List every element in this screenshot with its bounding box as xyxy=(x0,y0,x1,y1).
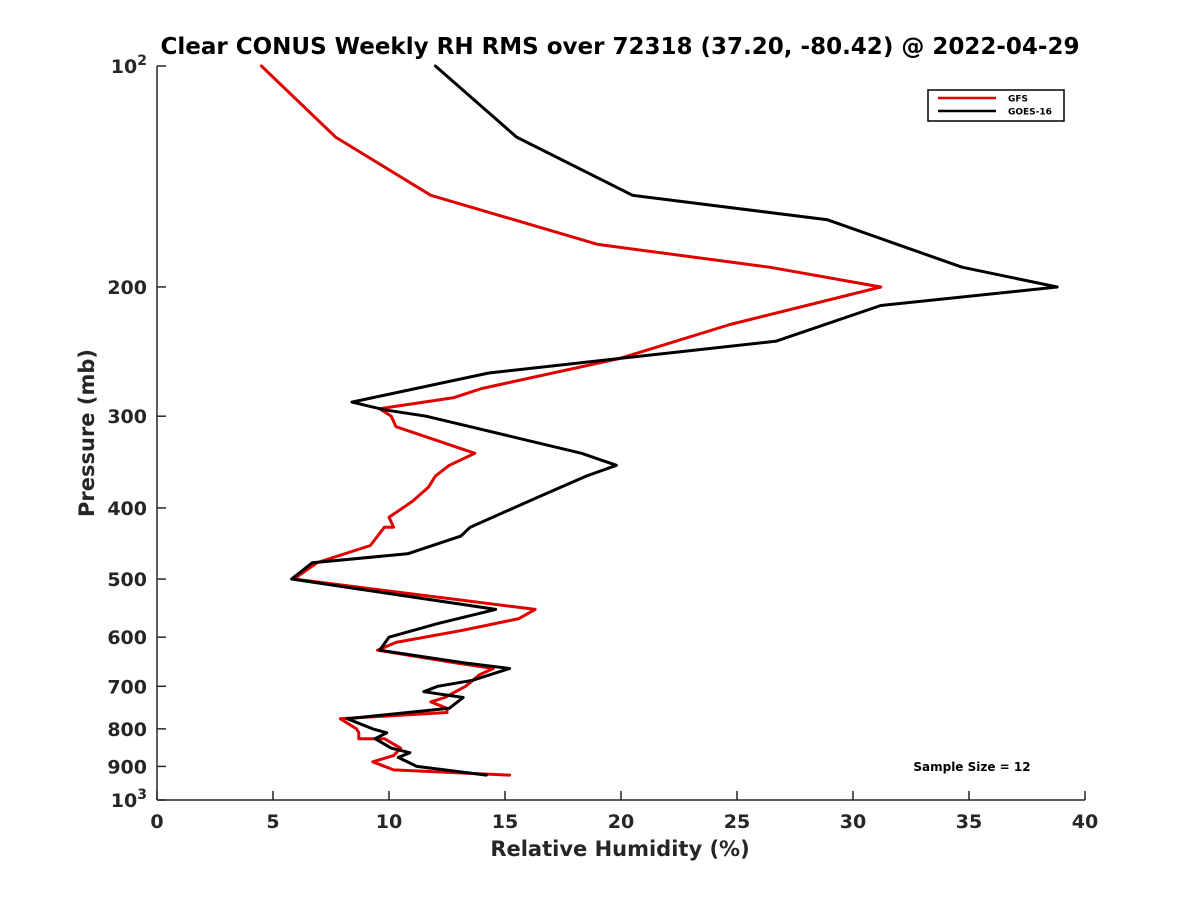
series-line-goes-16 xyxy=(290,64,1059,777)
series-layer xyxy=(259,64,1059,777)
x-tick-label: 25 xyxy=(724,811,750,833)
x-tick-label: 10 xyxy=(376,811,402,833)
x-tick-label: 40 xyxy=(1072,811,1098,833)
x-tick-label: 0 xyxy=(150,811,163,833)
y-tick-label: 700 xyxy=(107,676,147,698)
x-tick-label: 35 xyxy=(956,811,982,833)
y-axis-title: Pressure (mb) xyxy=(75,349,99,517)
y-tick-label: 900 xyxy=(107,756,147,778)
sample-size-annotation: Sample Size = 12 xyxy=(913,760,1030,774)
y-tick-label: 500 xyxy=(107,569,147,591)
x-axis-title: Relative Humidity (%) xyxy=(490,837,749,861)
y-tick-label: 200 xyxy=(107,277,147,299)
x-tick-label: 15 xyxy=(492,811,518,833)
series-line-gfs xyxy=(259,64,883,777)
y-tick-label: 103 xyxy=(111,787,147,812)
y-tick-label: 102 xyxy=(111,53,147,78)
chart-title: Clear CONUS Weekly RH RMS over 72318 (37… xyxy=(161,34,1080,60)
x-tick-label: 5 xyxy=(266,811,279,833)
legend-box xyxy=(927,89,1065,122)
plot-frame xyxy=(156,66,1085,801)
y-tick-label: 800 xyxy=(107,719,147,741)
legend: GFS GOES-16 xyxy=(927,89,1065,122)
x-tick-label: 20 xyxy=(608,811,634,833)
y-tick-label: 600 xyxy=(107,627,147,649)
x-tick-label: 30 xyxy=(840,811,866,833)
y-tick-label: 400 xyxy=(107,498,147,520)
y-tick-label: 300 xyxy=(107,406,147,428)
legend-label-gfs: GFS xyxy=(1008,95,1028,105)
legend-label-goes-16: GOES-16 xyxy=(1008,108,1052,118)
ticks-layer: 0 5 10 15 20 25 30 35 40 102 200 300 400 500 600 700 800… xyxy=(107,53,1098,833)
